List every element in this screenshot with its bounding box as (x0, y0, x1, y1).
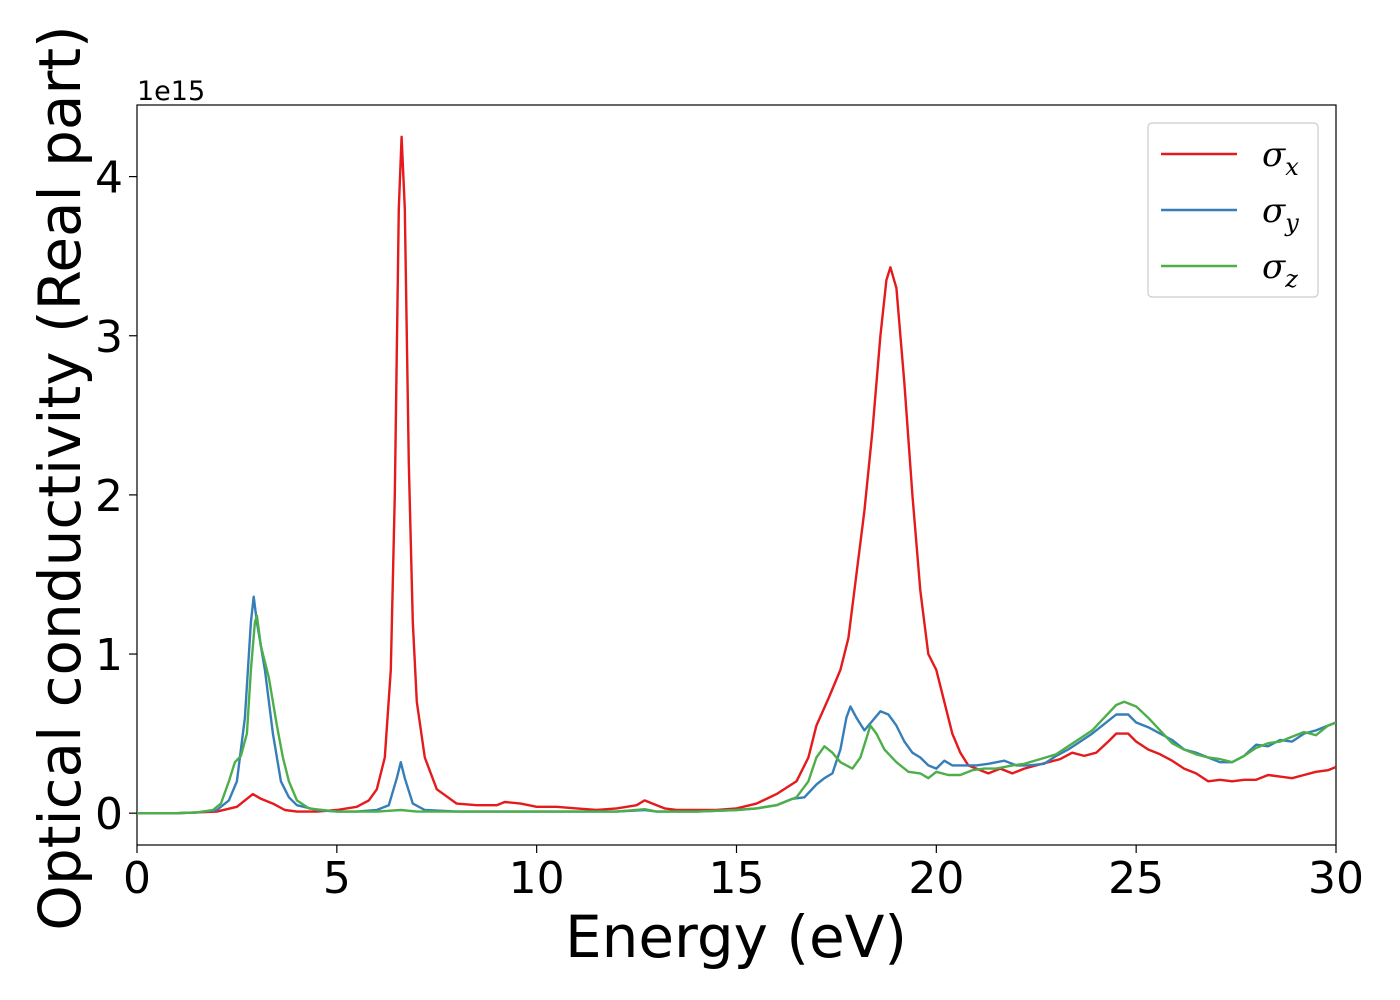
x-tick-label: 15 (709, 853, 765, 904)
legend: σx σy σz (1147, 122, 1319, 298)
legend-item-x: σx (1161, 135, 1299, 181)
y-tick-label: 1 (95, 630, 123, 681)
x-tick-label: 30 (1308, 853, 1364, 904)
legend-label: σz (1262, 247, 1298, 293)
x-tick-label: 25 (1108, 853, 1164, 904)
series-line-x (137, 135, 1336, 815)
x-tick-label: 10 (509, 853, 565, 904)
x-axis-title: Energy (eV) (565, 903, 907, 971)
legend-item-y: σy (1161, 191, 1299, 237)
legend-label: σx (1262, 135, 1299, 181)
y-tick-label: 3 (95, 312, 123, 363)
x-tick-label: 20 (908, 853, 964, 904)
x-tick-label: 5 (323, 853, 351, 904)
series-line-z (137, 614, 1336, 815)
legend-item-z: σz (1161, 247, 1298, 293)
y-axis: 0 1 2 3 4 (95, 153, 137, 840)
y-tick-label: 0 (95, 789, 123, 840)
y-tick-label: 2 (95, 471, 123, 522)
x-axis: 0 5 10 15 20 25 30 (123, 845, 1364, 904)
y-offset-label: 1e15 (137, 76, 205, 107)
y-tick-label: 4 (95, 153, 123, 204)
legend-label: σy (1262, 191, 1299, 237)
x-tick-label: 0 (123, 853, 151, 904)
y-axis-title: Optical conductivity (Real part) (26, 25, 94, 930)
series-line-y (137, 595, 1336, 815)
series-layer (137, 135, 1336, 815)
